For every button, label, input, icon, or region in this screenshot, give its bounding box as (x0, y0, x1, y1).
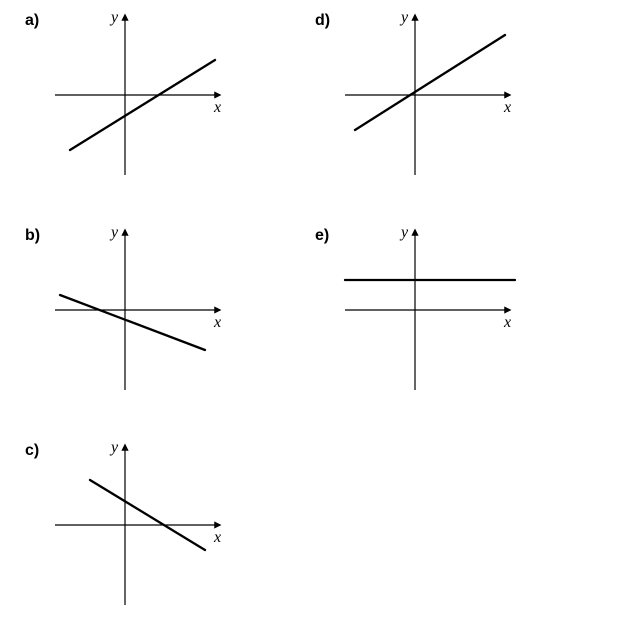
x-axis-label: x (214, 99, 221, 117)
x-axis-label: x (214, 529, 221, 547)
data-line-a (70, 60, 215, 150)
panel-label-a: a) (25, 12, 39, 30)
chart-panel-e: e)yx (345, 225, 515, 395)
data-line-b (60, 295, 205, 350)
data-line-c (90, 480, 205, 550)
panel-label-e: e) (315, 227, 329, 245)
y-axis-label: y (401, 224, 408, 242)
chart-panel-d: d)yx (345, 10, 515, 180)
panel-label-c: c) (25, 442, 39, 460)
y-axis-label: y (111, 439, 118, 457)
chart-svg-c (55, 440, 225, 610)
y-axis-label: y (401, 9, 408, 27)
data-line-d (355, 35, 505, 130)
chart-svg-b (55, 225, 225, 395)
panel-label-b: b) (25, 227, 40, 245)
x-axis-label: x (504, 314, 511, 332)
chart-svg-e (345, 225, 515, 395)
chart-svg-a (55, 10, 225, 180)
chart-svg-d (345, 10, 515, 180)
chart-panel-a: a)yx (55, 10, 225, 180)
panel-label-d: d) (315, 12, 330, 30)
chart-panel-b: b)yx (55, 225, 225, 395)
chart-panel-c: c)yx (55, 440, 225, 610)
y-axis-label: y (111, 224, 118, 242)
x-axis-label: x (214, 314, 221, 332)
y-axis-label: y (111, 9, 118, 27)
x-axis-label: x (504, 99, 511, 117)
